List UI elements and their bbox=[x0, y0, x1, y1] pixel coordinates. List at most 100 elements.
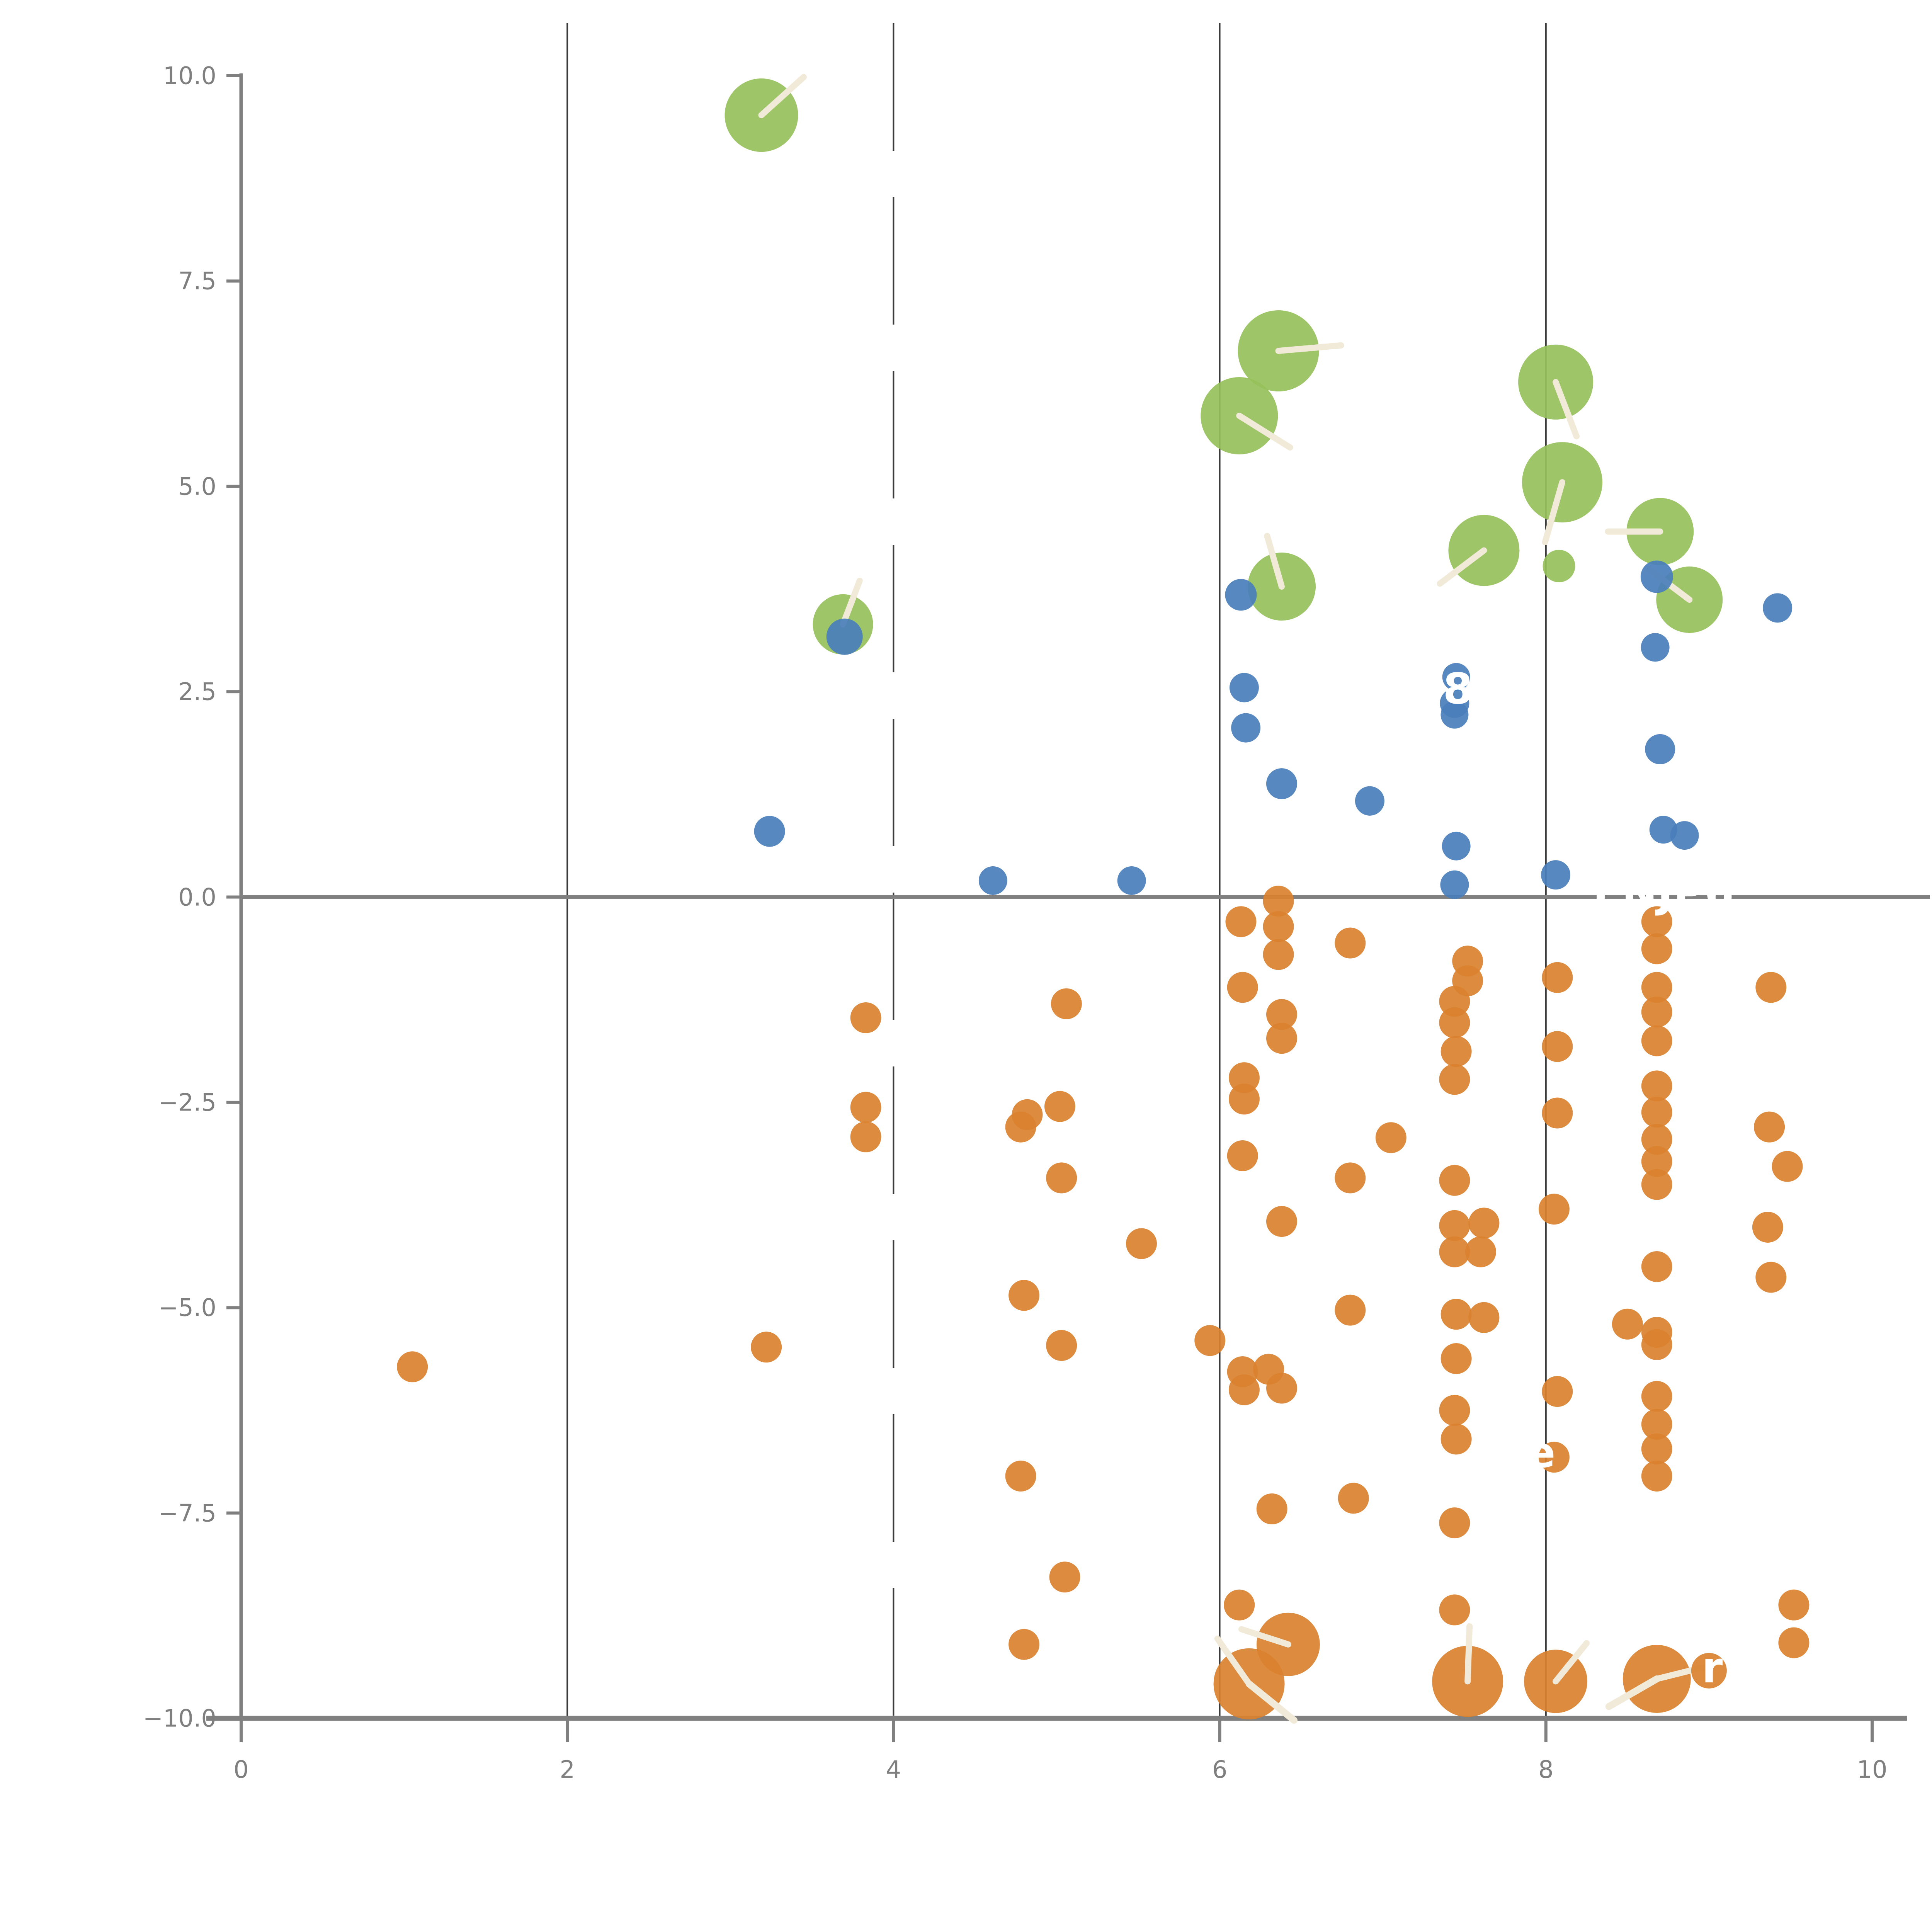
data-point[interactable] bbox=[1051, 988, 1082, 1019]
data-point[interactable] bbox=[1044, 1091, 1075, 1122]
data-point[interactable] bbox=[1439, 1594, 1470, 1626]
data-point[interactable] bbox=[1641, 1124, 1672, 1155]
data-point[interactable] bbox=[1641, 1251, 1672, 1282]
data-point[interactable] bbox=[1335, 1294, 1366, 1326]
data-point[interactable] bbox=[1641, 1169, 1672, 1200]
data-point[interactable] bbox=[1231, 713, 1261, 743]
data-point[interactable] bbox=[1440, 1299, 1472, 1330]
data-point[interactable] bbox=[1440, 1036, 1472, 1067]
data-point[interactable] bbox=[1641, 972, 1672, 1003]
data-point[interactable] bbox=[1439, 1395, 1470, 1426]
data-point[interactable] bbox=[1225, 906, 1257, 937]
data-point[interactable] bbox=[850, 1121, 881, 1153]
data-point[interactable] bbox=[1355, 786, 1384, 816]
data-point[interactable] bbox=[1649, 816, 1677, 844]
data-point[interactable] bbox=[1691, 1653, 1727, 1689]
data-point[interactable] bbox=[1335, 1162, 1366, 1194]
data-point[interactable] bbox=[850, 1002, 881, 1033]
data-point[interactable] bbox=[1641, 633, 1670, 662]
data-point[interactable] bbox=[1263, 886, 1294, 917]
data-point[interactable] bbox=[1005, 1111, 1036, 1143]
data-point[interactable] bbox=[1439, 1210, 1470, 1241]
data-point[interactable] bbox=[1005, 1460, 1036, 1492]
data-point[interactable] bbox=[1641, 1097, 1672, 1128]
data-point[interactable] bbox=[826, 618, 863, 655]
data-point[interactable] bbox=[1439, 1007, 1470, 1038]
data-point[interactable] bbox=[1641, 1433, 1672, 1464]
data-point[interactable] bbox=[1670, 821, 1699, 850]
data-point[interactable] bbox=[1227, 1140, 1258, 1172]
data-point[interactable] bbox=[1117, 866, 1146, 895]
data-point[interactable] bbox=[1778, 1627, 1810, 1658]
data-point[interactable] bbox=[1645, 734, 1675, 764]
data-point[interactable] bbox=[1266, 999, 1297, 1030]
data-point[interactable] bbox=[1263, 911, 1294, 942]
data-point[interactable] bbox=[1335, 927, 1366, 959]
data-point[interactable] bbox=[1541, 860, 1571, 890]
data-point[interactable] bbox=[850, 1092, 881, 1123]
data-point[interactable] bbox=[978, 866, 1007, 895]
data-point[interactable] bbox=[1542, 1031, 1573, 1062]
data-point[interactable] bbox=[1442, 663, 1470, 691]
data-point[interactable] bbox=[1440, 701, 1469, 729]
data-point[interactable] bbox=[397, 1351, 428, 1383]
data-point[interactable] bbox=[1641, 1381, 1672, 1412]
data-point[interactable] bbox=[1229, 673, 1259, 702]
data-point[interactable] bbox=[1772, 1151, 1803, 1182]
data-point[interactable] bbox=[1641, 1409, 1672, 1440]
data-point[interactable] bbox=[1224, 1589, 1255, 1621]
data-point[interactable] bbox=[1009, 1629, 1040, 1660]
data-point[interactable] bbox=[1266, 768, 1297, 799]
data-point[interactable] bbox=[1228, 1062, 1260, 1094]
data-point[interactable] bbox=[1439, 1064, 1470, 1095]
data-point[interactable] bbox=[1263, 939, 1294, 970]
data-point[interactable] bbox=[1256, 1493, 1287, 1524]
data-point[interactable] bbox=[1338, 1483, 1369, 1514]
data-point[interactable] bbox=[1641, 997, 1672, 1028]
data-point[interactable] bbox=[1440, 870, 1469, 899]
data-point[interactable] bbox=[1439, 986, 1470, 1017]
data-point[interactable] bbox=[1266, 1372, 1297, 1404]
data-point[interactable] bbox=[1754, 1111, 1785, 1143]
data-point[interactable] bbox=[751, 1332, 782, 1363]
data-point[interactable] bbox=[1228, 1374, 1260, 1405]
data-point[interactable] bbox=[1049, 1561, 1080, 1593]
data-point[interactable] bbox=[1538, 1194, 1570, 1225]
data-point[interactable] bbox=[1542, 1097, 1573, 1129]
data-point[interactable] bbox=[1468, 1208, 1500, 1239]
data-point[interactable] bbox=[1641, 1025, 1672, 1056]
data-point[interactable] bbox=[1752, 1211, 1783, 1243]
data-point[interactable] bbox=[1440, 1343, 1472, 1374]
data-point[interactable] bbox=[1126, 1228, 1157, 1259]
data-point[interactable] bbox=[1640, 560, 1673, 593]
data-point[interactable] bbox=[1194, 1325, 1226, 1356]
data-point[interactable] bbox=[1046, 1162, 1077, 1194]
data-point[interactable] bbox=[1225, 579, 1257, 611]
data-point[interactable] bbox=[1538, 1442, 1570, 1473]
data-point[interactable] bbox=[1468, 1302, 1500, 1333]
data-point[interactable] bbox=[1046, 1330, 1077, 1361]
data-point[interactable] bbox=[1439, 1507, 1470, 1539]
data-point[interactable] bbox=[1612, 1308, 1643, 1340]
data-point[interactable] bbox=[1542, 1376, 1573, 1407]
data-point[interactable] bbox=[1266, 1206, 1297, 1237]
data-point[interactable] bbox=[1266, 1023, 1297, 1054]
data-point[interactable] bbox=[754, 816, 785, 847]
data-point[interactable] bbox=[1227, 972, 1258, 1003]
data-point[interactable] bbox=[1641, 1146, 1672, 1177]
data-point[interactable] bbox=[1442, 832, 1471, 861]
data-point[interactable] bbox=[1778, 1589, 1810, 1621]
data-point[interactable] bbox=[1228, 1083, 1260, 1115]
data-point[interactable] bbox=[1465, 1236, 1496, 1267]
data-point[interactable] bbox=[1641, 933, 1672, 964]
data-point[interactable] bbox=[1755, 1262, 1787, 1293]
data-point[interactable] bbox=[1641, 1460, 1672, 1492]
data-point[interactable] bbox=[1543, 549, 1575, 582]
data-point[interactable] bbox=[1439, 1236, 1470, 1267]
data-point[interactable] bbox=[1763, 593, 1793, 623]
data-point[interactable] bbox=[1641, 906, 1672, 937]
data-point[interactable] bbox=[1641, 1070, 1672, 1102]
data-point[interactable] bbox=[1641, 1329, 1672, 1360]
data-point[interactable] bbox=[1755, 972, 1787, 1003]
data-point[interactable] bbox=[1009, 1280, 1040, 1311]
